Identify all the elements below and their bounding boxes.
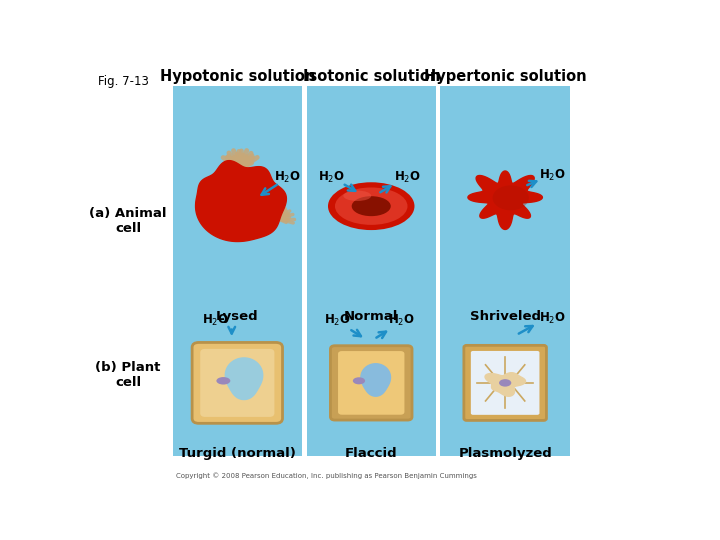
- Text: H$_2$O: H$_2$O: [539, 167, 566, 183]
- Ellipse shape: [335, 187, 408, 225]
- FancyBboxPatch shape: [200, 349, 274, 417]
- Text: H$_2$O: H$_2$O: [202, 313, 228, 328]
- Ellipse shape: [343, 191, 372, 201]
- FancyBboxPatch shape: [436, 85, 441, 456]
- Text: Hypotonic solution: Hypotonic solution: [160, 69, 315, 84]
- FancyBboxPatch shape: [173, 85, 302, 456]
- Polygon shape: [468, 171, 542, 230]
- Text: H$_2$O: H$_2$O: [394, 170, 421, 185]
- Polygon shape: [225, 358, 263, 400]
- FancyBboxPatch shape: [471, 351, 539, 415]
- Text: H$_2$O: H$_2$O: [324, 313, 351, 328]
- FancyBboxPatch shape: [192, 342, 282, 423]
- Text: (b) Plant
cell: (b) Plant cell: [95, 361, 161, 389]
- Ellipse shape: [492, 185, 529, 210]
- Polygon shape: [485, 373, 526, 396]
- Text: Shriveled: Shriveled: [469, 310, 541, 323]
- Text: Hypertonic solution: Hypertonic solution: [424, 69, 587, 84]
- Text: Plasmolyzed: Plasmolyzed: [458, 447, 552, 460]
- Ellipse shape: [353, 377, 365, 384]
- Text: (a) Animal
cell: (a) Animal cell: [89, 207, 167, 235]
- FancyBboxPatch shape: [464, 346, 546, 421]
- FancyBboxPatch shape: [441, 85, 570, 456]
- Text: Fig. 7-13: Fig. 7-13: [99, 75, 149, 88]
- Text: H$_2$O: H$_2$O: [318, 170, 344, 185]
- Text: H$_2$O: H$_2$O: [274, 170, 301, 185]
- Text: H$_2$O: H$_2$O: [389, 313, 415, 328]
- Ellipse shape: [351, 196, 391, 216]
- Polygon shape: [361, 364, 390, 396]
- Text: Copyright © 2008 Pearson Education, Inc. publishing as Pearson Benjamin Cummings: Copyright © 2008 Pearson Education, Inc.…: [176, 472, 477, 478]
- Polygon shape: [196, 160, 287, 241]
- Text: Normal: Normal: [344, 310, 398, 323]
- FancyBboxPatch shape: [330, 346, 412, 420]
- Text: Flaccid: Flaccid: [345, 447, 397, 460]
- Ellipse shape: [328, 183, 415, 230]
- Text: Turgid (normal): Turgid (normal): [179, 447, 296, 460]
- Text: Lysed: Lysed: [216, 310, 258, 323]
- Ellipse shape: [217, 377, 230, 384]
- FancyBboxPatch shape: [302, 85, 307, 456]
- Ellipse shape: [499, 379, 511, 387]
- FancyBboxPatch shape: [338, 351, 405, 415]
- FancyBboxPatch shape: [307, 85, 436, 456]
- Text: H$_2$O: H$_2$O: [539, 311, 566, 326]
- Text: Isotonic solution: Isotonic solution: [302, 69, 440, 84]
